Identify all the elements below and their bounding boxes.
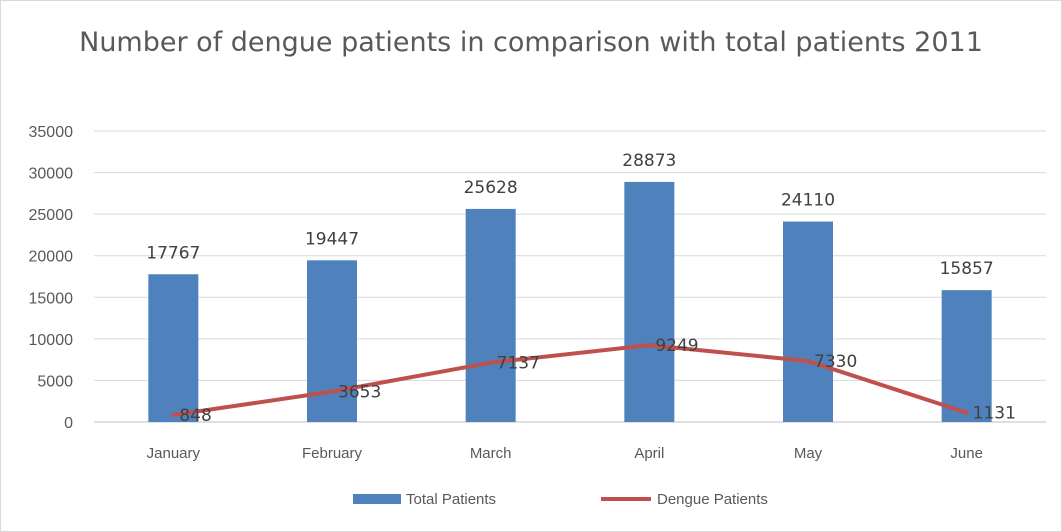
point-dengue-patients bbox=[171, 412, 176, 417]
x-category-label: April bbox=[634, 445, 664, 462]
data-label-total-patients: 19447 bbox=[305, 229, 359, 249]
legend-label-total-patients: Total Patients bbox=[406, 491, 496, 508]
line-series bbox=[171, 343, 969, 417]
chart-title: Number of dengue patients in comparison … bbox=[79, 27, 983, 58]
bar-total-patients bbox=[941, 290, 992, 422]
gridlines bbox=[94, 130, 1046, 423]
data-label-dengue-patients: 3653 bbox=[338, 383, 381, 403]
bar-total-patients bbox=[148, 274, 199, 422]
x-axis-categories: January February March April May June bbox=[147, 445, 983, 462]
data-labels: 17767 19447 25628 28873 24110 15857 848 3653 713… bbox=[146, 151, 1016, 426]
data-label-dengue-patients: 9249 bbox=[655, 336, 698, 356]
data-label-total-patients: 17767 bbox=[146, 243, 200, 263]
bar-total-patients bbox=[783, 221, 833, 422]
data-label-dengue-patients: 7137 bbox=[497, 354, 540, 374]
point-dengue-patients bbox=[647, 343, 652, 348]
y-tick-label: 20000 bbox=[29, 249, 74, 266]
point-dengue-patients bbox=[330, 389, 334, 394]
y-axis-ticks: 0 5000 10000 15000 20000 25000 30000 35000 bbox=[29, 124, 74, 432]
y-tick-label: 35000 bbox=[29, 124, 74, 141]
x-category-label: January bbox=[147, 445, 201, 462]
x-category-label: February bbox=[302, 445, 363, 462]
point-dengue-patients bbox=[806, 359, 810, 364]
data-label-total-patients: 24110 bbox=[781, 191, 835, 211]
bar-series bbox=[148, 181, 992, 422]
point-dengue-patients bbox=[488, 360, 493, 365]
data-label-total-patients: 25628 bbox=[464, 178, 518, 198]
point-dengue-patients bbox=[964, 410, 969, 415]
data-label-dengue-patients: 848 bbox=[179, 406, 211, 426]
data-label-dengue-patients: 7330 bbox=[814, 352, 857, 372]
x-category-label: June bbox=[950, 445, 983, 462]
x-category-label: May bbox=[794, 445, 823, 462]
y-tick-label: 15000 bbox=[29, 290, 74, 307]
legend: Total Patients Dengue Patients bbox=[353, 491, 768, 508]
y-tick-label: 30000 bbox=[29, 166, 74, 183]
line-dengue-patients bbox=[171, 343, 969, 417]
bar-total-patients bbox=[465, 208, 516, 422]
legend-swatch-total-patients bbox=[353, 494, 401, 504]
bar-total-patients bbox=[624, 181, 675, 422]
data-label-total-patients: 15857 bbox=[940, 259, 994, 279]
y-tick-label: 10000 bbox=[29, 332, 74, 349]
y-tick-label: 5000 bbox=[37, 373, 73, 390]
y-tick-label: 25000 bbox=[29, 207, 74, 224]
data-label-total-patients: 28873 bbox=[622, 151, 676, 171]
x-category-label: March bbox=[470, 445, 512, 462]
legend-label-dengue-patients: Dengue Patients bbox=[657, 491, 768, 508]
data-label-dengue-patients: 1131 bbox=[973, 404, 1016, 424]
y-tick-label: 0 bbox=[64, 415, 73, 432]
